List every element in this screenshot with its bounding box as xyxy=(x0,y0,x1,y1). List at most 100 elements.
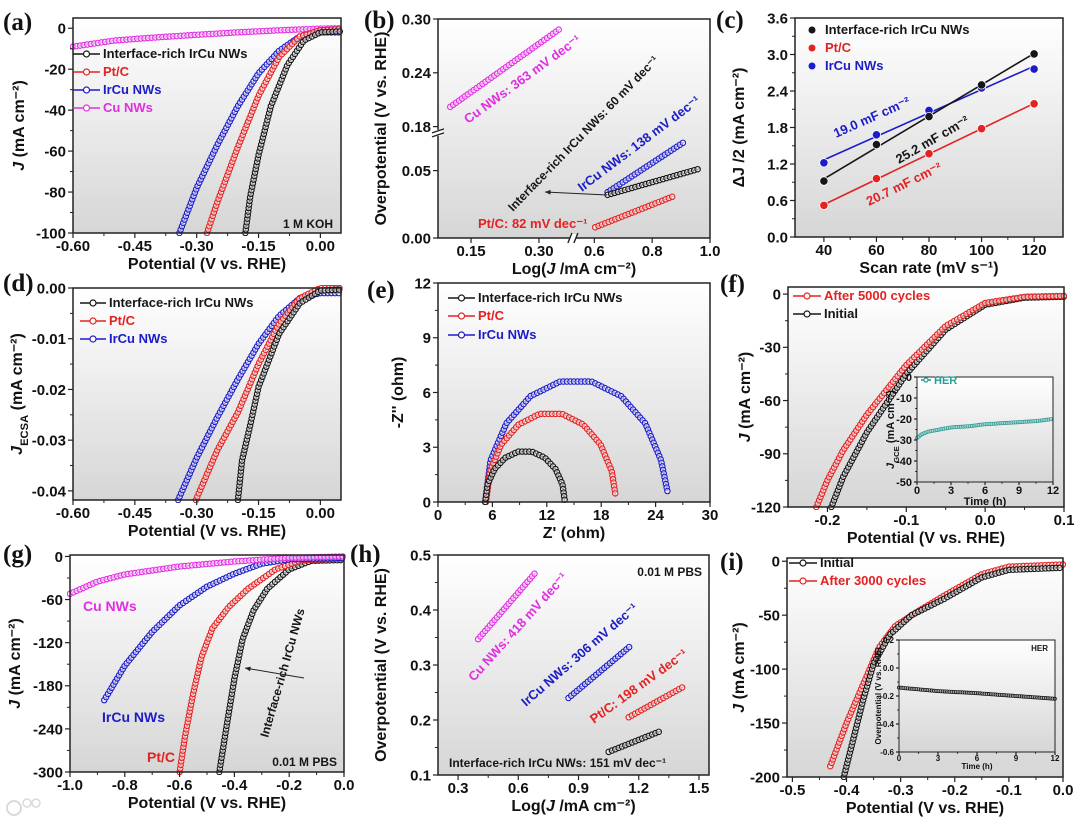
y-axis-label-part: J xyxy=(11,161,28,171)
plot-frame xyxy=(786,557,1064,778)
y-tick-label: 0.6 xyxy=(767,193,788,210)
legend-label: IrCu NWs xyxy=(103,82,162,97)
series-interface-rich-ircu-nws xyxy=(604,165,701,199)
y-tick-label: -0.2 xyxy=(880,692,894,701)
inset-panel: 0 3 6 9 12 0 -10 -20 -30 -40 -50 Time (h) JGCE (mA c… xyxy=(885,372,1059,508)
legend-item: Pt/C xyxy=(448,308,505,323)
x-tick-label: -0.1 xyxy=(893,512,919,529)
data-point xyxy=(976,80,987,90)
legend-marker-icon xyxy=(923,377,929,383)
x-tick-label: -0.8 xyxy=(112,777,138,794)
x-tick-label: -0.1 xyxy=(996,782,1022,799)
y-axis-label-part: Overpotential (V vs. RHE) xyxy=(373,568,390,762)
legend-label: HER xyxy=(934,375,957,387)
annotation-label: Pt/C xyxy=(147,749,175,765)
legend-marker-icon xyxy=(808,44,816,52)
y-axis-label-part: (mA cm⁻²) xyxy=(731,622,748,704)
legend-marker-icon xyxy=(808,26,816,34)
y-tick-label: -40 xyxy=(44,103,66,120)
legend-label: Pt/C xyxy=(825,40,852,55)
data-point xyxy=(1048,417,1053,422)
x-tick-label: 1.5 xyxy=(689,780,710,797)
data-point xyxy=(664,487,671,495)
legend-label: Initial xyxy=(820,555,854,570)
legend-marker-icon xyxy=(799,577,807,585)
data-point xyxy=(555,26,562,33)
y-tick-label: -20 xyxy=(896,414,912,426)
y-tick-label: -200 xyxy=(750,769,780,786)
series-layer xyxy=(897,685,1057,701)
annotation-label: 1 M KOH xyxy=(283,217,333,231)
y-tick-label: 3.6 xyxy=(767,10,788,27)
x-tick-label: 0.9 xyxy=(568,780,589,797)
data-point xyxy=(924,149,934,159)
x-tick-label: -0.15 xyxy=(241,238,275,255)
x-axis-label: Potential (V vs. RHE) xyxy=(128,523,286,540)
x-tick-label: 12 xyxy=(538,507,555,524)
x-tick-label: 0.00 xyxy=(306,238,335,255)
series-cu-nws xyxy=(446,26,562,111)
panel-label: (e) xyxy=(367,277,395,304)
legend-item: Pt/C xyxy=(80,313,136,328)
plot-area xyxy=(70,555,344,772)
legend-item: Pt/C xyxy=(73,64,130,79)
series-interface-rich-ircu-nws xyxy=(605,728,663,756)
legend-marker-icon xyxy=(89,299,97,307)
panel-d: -0.60 -0.45 -0.30 -0.15 0.00 0.00 -0.01 -0.02 -0… xyxy=(3,270,343,540)
legend-label: Interface-rich IrCu NWs xyxy=(825,22,969,37)
data-point xyxy=(871,174,882,184)
x-axis-break-mark xyxy=(573,232,579,244)
data-point xyxy=(531,570,538,577)
panel-label: (g) xyxy=(3,541,32,568)
plot-area xyxy=(438,555,709,775)
series-pt-c xyxy=(625,684,686,721)
x-axis-label-part: J xyxy=(546,798,556,815)
x-axis-label-part: Potential (V vs. RHE) xyxy=(128,523,286,540)
panel-i: -0.5 -0.4 -0.3 -0.2 -0.1 0.0 0 -50 -100 -150 -200 P… xyxy=(720,549,1073,817)
data-point xyxy=(1029,99,1039,109)
y-tick-label: 0 xyxy=(58,21,66,38)
x-axis-label-part: Potential (V vs. RHE) xyxy=(128,256,286,273)
y-tick-label: -0.4 xyxy=(880,720,894,729)
y-tick-label: -30 xyxy=(759,340,781,357)
plot-frame xyxy=(787,286,1065,508)
series-layer xyxy=(446,26,701,231)
legend-item: IrCu NWs xyxy=(73,82,162,97)
series-ircu-nws xyxy=(565,643,633,702)
x-tick-label: -0.2 xyxy=(942,782,968,799)
plot-area xyxy=(795,18,1063,237)
x-tick-label: 0 xyxy=(914,485,920,497)
panel-f: -0.2 -0.1 0.0 0.1 0 -30 -60 -90 -120 Potential (V… xyxy=(720,271,1074,547)
x-tick-label: 0.1 xyxy=(1054,512,1075,529)
legend-item: IrCu NWs xyxy=(808,58,884,73)
data-point xyxy=(694,165,701,173)
panel-label: (i) xyxy=(720,549,744,576)
x-axis-label-part: Scan rate (mV s⁻¹) xyxy=(859,260,998,277)
y-tick-label: -50 xyxy=(896,477,912,489)
x-axis-label: Potential (V vs. RHE) xyxy=(128,256,286,273)
y-tick-label: -60 xyxy=(41,592,63,609)
x-tick-label: 60 xyxy=(868,242,885,259)
arrowhead-icon xyxy=(545,189,551,195)
x-tick-label: 0.30 xyxy=(524,243,553,260)
legend-marker-icon xyxy=(82,86,91,94)
legend-label: Pt/C xyxy=(103,64,130,79)
data-point xyxy=(1029,64,1039,74)
annotation-label: 0.01 M PBS xyxy=(272,755,337,769)
legend-label: IrCu NWs xyxy=(825,58,884,73)
y-tick-label: -240 xyxy=(33,721,63,738)
y-tick-label: 0 xyxy=(772,554,780,571)
y-tick-label: 0.4 xyxy=(410,602,432,619)
series-layer xyxy=(915,417,1054,440)
y-tick-label: -80 xyxy=(44,184,66,201)
x-tick-label: 0.0 xyxy=(334,777,355,794)
panel-label: (h) xyxy=(350,541,381,568)
y-tick-label: 0.2 xyxy=(883,636,895,645)
axis-break-gap xyxy=(569,234,576,242)
series-pt-c xyxy=(819,99,1039,210)
x-axis-label: Time (h) xyxy=(964,496,1007,508)
x-tick-label: -0.4 xyxy=(834,782,861,799)
legend-item: Interface-rich IrCu NWs xyxy=(73,46,247,61)
